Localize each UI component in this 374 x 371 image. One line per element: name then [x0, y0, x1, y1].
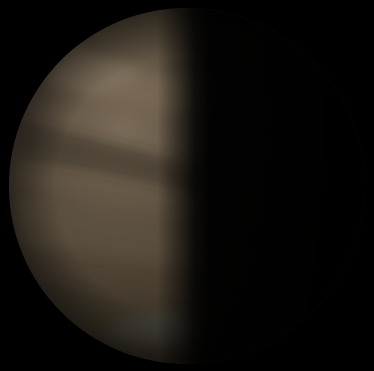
- limb-darkening: [9, 8, 365, 364]
- planet-disc: [9, 8, 365, 364]
- space-background: [9, 8, 365, 364]
- planet-image: [9, 8, 365, 364]
